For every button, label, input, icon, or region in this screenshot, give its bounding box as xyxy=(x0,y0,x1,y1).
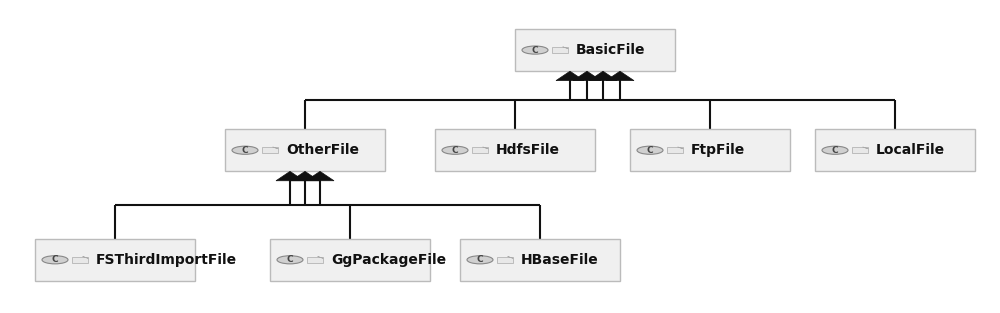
Circle shape xyxy=(277,256,303,264)
Text: C: C xyxy=(452,146,458,155)
Text: C: C xyxy=(52,255,58,264)
Text: FSThirdImportFile: FSThirdImportFile xyxy=(96,253,237,267)
FancyBboxPatch shape xyxy=(667,147,683,153)
Circle shape xyxy=(822,146,848,154)
Circle shape xyxy=(42,256,68,264)
FancyBboxPatch shape xyxy=(515,29,675,71)
Circle shape xyxy=(522,46,548,54)
Polygon shape xyxy=(589,71,617,81)
FancyBboxPatch shape xyxy=(35,239,195,281)
FancyBboxPatch shape xyxy=(435,129,595,172)
Text: FtpFile: FtpFile xyxy=(691,143,745,157)
Text: C: C xyxy=(477,255,483,264)
Text: BasicFile: BasicFile xyxy=(576,43,646,57)
FancyBboxPatch shape xyxy=(270,239,430,281)
Text: LocalFile: LocalFile xyxy=(876,143,945,157)
Polygon shape xyxy=(276,172,304,181)
Text: C: C xyxy=(832,146,838,155)
Text: HdfsFile: HdfsFile xyxy=(496,143,560,157)
FancyBboxPatch shape xyxy=(460,239,620,281)
Text: HBaseFile: HBaseFile xyxy=(521,253,599,267)
Polygon shape xyxy=(291,172,319,181)
FancyBboxPatch shape xyxy=(72,257,88,263)
FancyBboxPatch shape xyxy=(815,129,975,172)
FancyBboxPatch shape xyxy=(630,129,790,172)
Text: C: C xyxy=(647,146,653,155)
FancyBboxPatch shape xyxy=(262,147,278,153)
FancyBboxPatch shape xyxy=(497,257,513,263)
Polygon shape xyxy=(606,71,634,81)
FancyBboxPatch shape xyxy=(552,47,568,53)
Circle shape xyxy=(637,146,663,154)
Circle shape xyxy=(442,146,468,154)
Text: C: C xyxy=(532,46,538,54)
FancyBboxPatch shape xyxy=(472,147,488,153)
Text: C: C xyxy=(287,255,293,264)
Text: OtherFile: OtherFile xyxy=(286,143,359,157)
FancyBboxPatch shape xyxy=(307,257,323,263)
Text: GgPackageFile: GgPackageFile xyxy=(331,253,446,267)
FancyBboxPatch shape xyxy=(852,147,868,153)
Polygon shape xyxy=(573,71,601,81)
Polygon shape xyxy=(306,172,334,181)
Text: C: C xyxy=(242,146,248,155)
Circle shape xyxy=(232,146,258,154)
Circle shape xyxy=(467,256,493,264)
FancyBboxPatch shape xyxy=(225,129,385,172)
Polygon shape xyxy=(556,71,584,81)
